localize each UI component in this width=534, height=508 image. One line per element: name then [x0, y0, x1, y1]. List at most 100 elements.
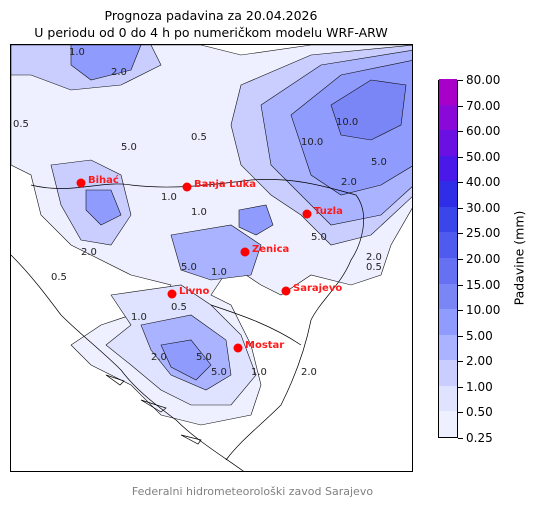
colorbar-tick	[458, 182, 463, 184]
colorbar-segment	[439, 206, 457, 233]
map-subtitle: U periodu od 0 do 4 h po numeričkom mode…	[34, 25, 388, 40]
city-label: Banja Luka	[194, 179, 256, 190]
city-dot	[167, 289, 177, 299]
colorbar-tick	[458, 105, 463, 107]
city-label: Bihać	[88, 174, 119, 186]
contour-label: 1.0	[211, 267, 227, 278]
colorbar-segment	[439, 129, 457, 156]
contour-label: 2.0	[301, 367, 317, 378]
contour-label: 1.0	[161, 192, 177, 203]
colorbar-tick-label: 0.50	[466, 405, 493, 420]
colorbar-tick-label: 20.00	[466, 252, 501, 266]
colorbar-tick	[458, 335, 463, 337]
colorbar-tick-label: 80.00	[466, 73, 501, 87]
contour-label: 0.5	[191, 132, 207, 143]
city-dot	[76, 178, 86, 188]
colorbar-tick-label: 0.25	[466, 431, 493, 445]
colorbar-segment	[439, 155, 457, 182]
colorbar-segment	[439, 410, 457, 437]
colorbar-segment	[439, 334, 457, 361]
contour-label: 0.5	[366, 262, 382, 273]
city-dot	[302, 209, 312, 219]
city-label: Livno	[179, 286, 209, 297]
colorbar-segment	[439, 78, 457, 105]
coastline	[11, 254, 244, 471]
colorbar-segment	[439, 257, 457, 284]
colorbar-tick	[458, 361, 463, 363]
colorbar-tick-label: 70.00	[466, 98, 501, 113]
colorbar-tick	[458, 284, 463, 286]
contour-label: 0.5	[51, 272, 67, 283]
city-marker: Banja Luka	[182, 179, 256, 192]
contour-label: 1.0	[191, 207, 207, 218]
contour-label: 0.5	[13, 119, 29, 130]
city-label: Mostar	[245, 340, 284, 351]
country-border	[30, 179, 364, 461]
contour-label: 2.0	[151, 352, 167, 363]
islands-1	[105, 374, 125, 386]
city-marker: Tuzla	[302, 206, 343, 219]
contour-labels: 1.02.00.55.0 10.05.02.00.51.05.0 1.02.01.0…	[13, 47, 387, 378]
contour-label: 10.0	[336, 117, 358, 128]
city-marker: Zenica	[240, 244, 289, 257]
borders	[11, 179, 364, 471]
precip-band-10mm	[330, 79, 407, 141]
inner-border	[210, 304, 302, 346]
colorbar-tick-label: 60.00	[466, 124, 501, 139]
colorbar-tick-label: 30.00	[466, 200, 501, 215]
city-marker: Mostar	[233, 340, 284, 353]
islands-2	[140, 399, 167, 413]
contour-label: 2.0	[111, 67, 127, 78]
city-marker: Livno	[167, 286, 209, 299]
colorbar-tick	[458, 310, 463, 312]
contour-label: 5.0	[181, 262, 197, 273]
colorbar-tick	[458, 207, 463, 209]
colorbar-segment	[439, 104, 457, 131]
city-label: Sarajevo	[293, 283, 342, 294]
colorbar-tick	[458, 233, 463, 235]
city-label: Zenica	[252, 244, 289, 255]
city-dot	[233, 343, 243, 353]
colorbar-tick-label: 1.00	[466, 379, 493, 394]
contour-label: 2.0	[366, 252, 382, 263]
city-dot	[182, 182, 192, 192]
contour-label: 5.0	[311, 232, 327, 243]
contour-label: 5.0	[196, 352, 212, 363]
contour-label: 5.0	[211, 367, 227, 378]
colorbar-tick-label: 40.00	[466, 175, 501, 190]
colorbar-tick	[458, 412, 463, 414]
colorbar-segment	[439, 385, 457, 412]
colorbar-tick	[458, 80, 463, 81]
contour-label: 10.0	[301, 137, 323, 148]
colorbar-tick-label: 15.00	[466, 277, 501, 292]
contour-label: 1.0	[131, 312, 147, 323]
contour-label: 2.0	[341, 177, 357, 188]
colorbar-segment	[439, 231, 457, 258]
precipitation-fields	[11, 45, 412, 426]
contour-label: 1.0	[69, 47, 85, 58]
city-layer: Bihać Banja Luka Tuzla Zenica Sarajevo Livno M…	[76, 174, 343, 353]
map-title: Prognoza padavina za 20.04.2026	[104, 8, 318, 23]
footer-credit: Federalni hidrometeorološki zavod Saraje…	[131, 485, 374, 498]
colorbar-title: Padavine (mm)	[511, 210, 527, 306]
precip-band-bihac-core	[85, 189, 122, 226]
contour-label: 2.0	[81, 247, 97, 258]
city-marker: Bihać	[76, 174, 119, 188]
colorbar-tick-label: 25.00	[466, 226, 501, 241]
colorbar	[438, 78, 458, 438]
city-marker: Sarajevo	[281, 283, 342, 296]
colorbar-segment	[439, 359, 457, 386]
precipitation-map: 1.0 2.0 0.5 5.0 10.0 5.0 2.0 0.5 1.0 5.0 1.0 2.0 1.0…	[10, 44, 413, 472]
precip-band-zenica	[238, 204, 274, 236]
colorbar-tick-label: 10.00	[466, 303, 501, 318]
colorbar-segment	[439, 180, 457, 207]
precip-band-northwest-core	[70, 45, 142, 81]
colorbar-tick-label: 50.00	[466, 149, 501, 164]
city-label: Tuzla	[314, 206, 343, 217]
colorbar-segment	[439, 283, 457, 310]
contour-label: 0.5	[171, 302, 187, 313]
city-dot	[240, 247, 250, 257]
contour-label: 5.0	[371, 157, 387, 168]
precip-band-mostar-core	[160, 339, 212, 381]
colorbar-segment	[439, 308, 457, 335]
